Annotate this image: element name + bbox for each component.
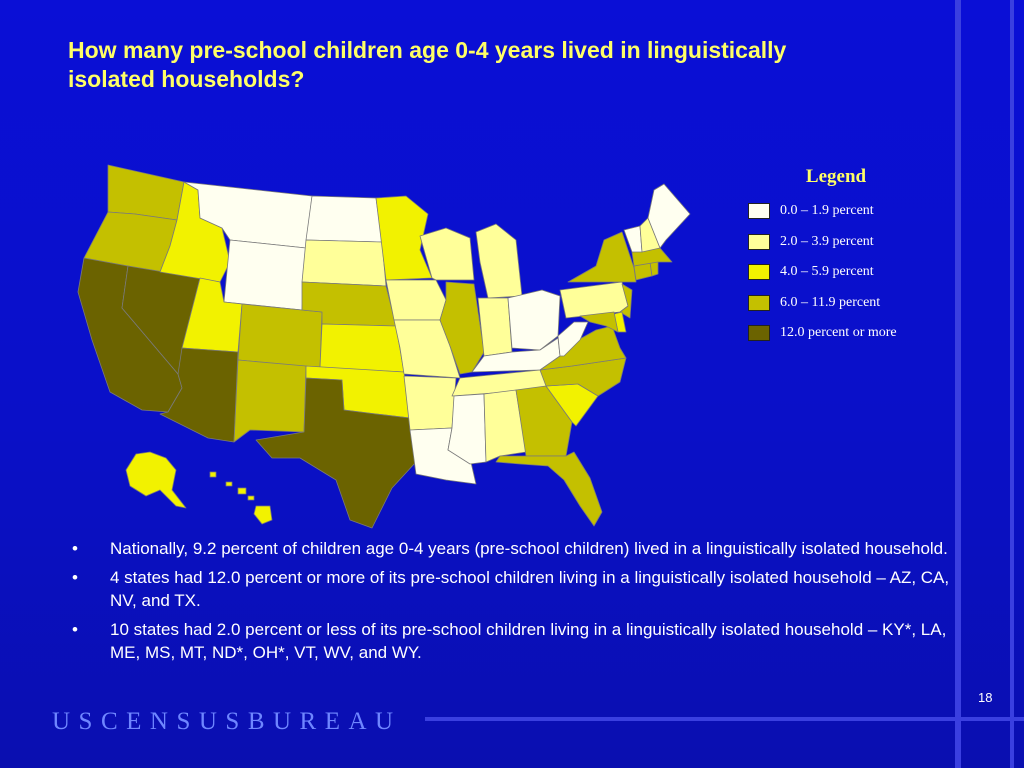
bullet-text: 10 states had 2.0 percent or less of its… (110, 620, 947, 662)
legend-label: 4.0 – 5.9 percent (780, 264, 874, 280)
legend-title: Legend (805, 166, 867, 187)
legend-swatch (748, 264, 770, 281)
state-ak (125, 451, 187, 509)
state-nm (233, 359, 307, 443)
legend-item: 4.0 – 5.9 percent (748, 257, 948, 288)
bullet-mark: • (72, 539, 78, 558)
legend-item: 0.0 – 1.9 percent (748, 196, 948, 227)
state-va (539, 325, 627, 371)
bullet-item: • 4 states had 12.0 percent or more of i… (68, 566, 958, 612)
state-wa (107, 164, 185, 221)
map-legend: Legend 0.0 – 1.9 percent 2.0 – 3.9 perce… (748, 166, 948, 349)
slide-title: How many pre-school children age 0-4 yea… (68, 37, 787, 92)
legend-label: 6.0 – 11.9 percent (780, 294, 881, 310)
decorative-vertical-line-right (1010, 0, 1014, 768)
state-ny (567, 231, 637, 283)
bullet-list: • Nationally, 9.2 percent of children ag… (68, 537, 958, 670)
legend-swatch (748, 233, 770, 250)
bullet-item: • 10 states had 2.0 percent or less of i… (68, 618, 958, 664)
state-ia (385, 279, 447, 321)
state-fl (495, 451, 603, 527)
legend-label: 2.0 – 3.9 percent (780, 233, 874, 249)
state-ks (319, 323, 405, 373)
state-il (439, 281, 485, 375)
bullet-mark: • (72, 620, 78, 639)
state-sd (301, 239, 387, 287)
bullet-mark: • (72, 568, 78, 587)
state-nj (619, 283, 633, 319)
legend-item: 2.0 – 3.9 percent (748, 227, 948, 258)
state-wv (557, 321, 589, 357)
state-md (579, 311, 619, 333)
state-mi (475, 223, 523, 299)
legend-swatch (748, 325, 770, 342)
state-co (237, 303, 323, 369)
state-pa (559, 281, 629, 319)
state-ar (403, 375, 457, 431)
state-oh (507, 289, 561, 351)
state-in (477, 297, 513, 357)
state-me (647, 183, 691, 249)
state-wi (419, 227, 475, 281)
page-number: 18 (978, 690, 993, 705)
legend-item: 6.0 – 11.9 percent (748, 288, 948, 319)
legend-swatch (748, 203, 770, 220)
state-ga (515, 385, 573, 457)
decorative-vertical-line (955, 0, 961, 768)
state-ms (447, 393, 487, 465)
legend-label: 12.0 percent or more (780, 325, 897, 341)
legend-item: 12.0 percent or more (748, 318, 948, 349)
decorative-horizontal-line (425, 717, 1024, 721)
state-tx (255, 377, 417, 529)
state-wy (223, 239, 307, 311)
census-bureau-logo: USCENSUSBUREAU (52, 708, 402, 735)
bullet-text: Nationally, 9.2 percent of children age … (110, 539, 948, 558)
state-nd (305, 195, 383, 243)
state-hi (209, 471, 273, 525)
legend-swatch (748, 294, 770, 311)
state-al (483, 389, 527, 463)
bullet-text: 4 states had 12.0 percent or more of its… (110, 568, 950, 610)
bullet-item: • Nationally, 9.2 percent of children ag… (68, 537, 958, 560)
legend-label: 0.0 – 1.9 percent (780, 203, 874, 219)
